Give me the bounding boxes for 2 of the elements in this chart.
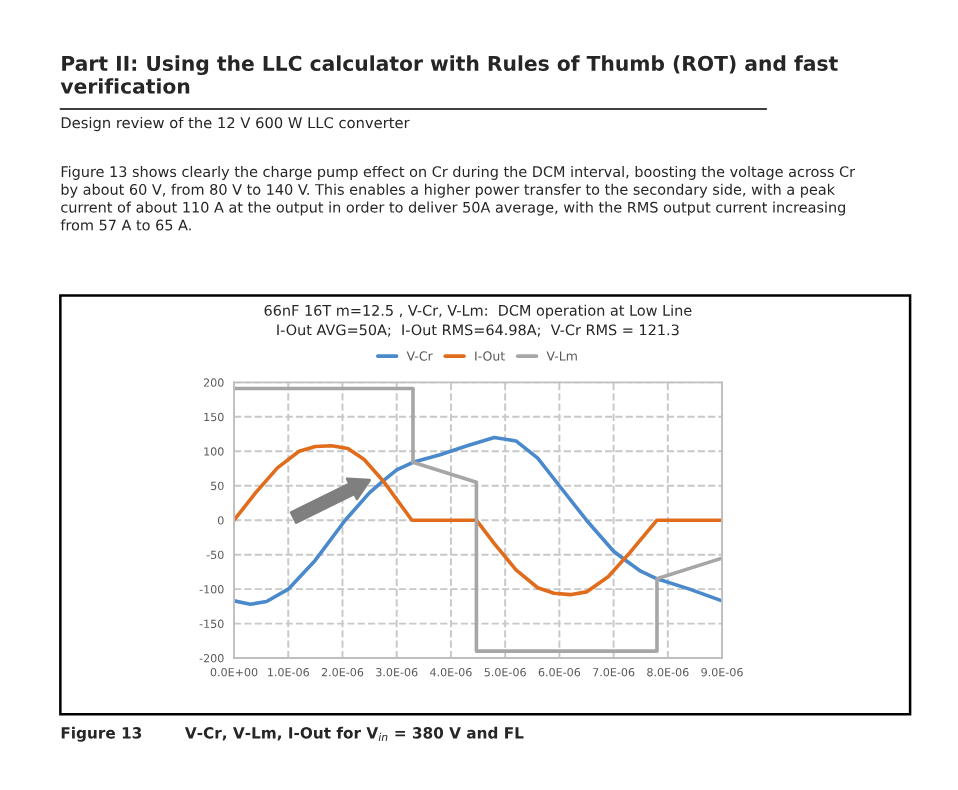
line-series	[234, 386, 723, 653]
text: Part II: Using the LLC calculator with Rules of Thumb (ROT) and fast verification	[60, 55, 838, 94]
